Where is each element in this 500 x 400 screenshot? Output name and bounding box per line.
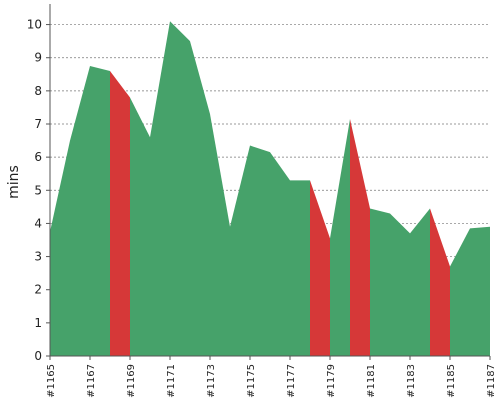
y-tick-label: 9 bbox=[34, 51, 42, 65]
success-build-segment bbox=[290, 180, 310, 356]
area-layer bbox=[50, 21, 490, 357]
x-tick-label: #1185 bbox=[446, 364, 457, 398]
success-build-segment bbox=[450, 228, 470, 356]
success-build-segment bbox=[190, 41, 210, 357]
y-tick-label: 5 bbox=[34, 183, 42, 197]
bar-layer bbox=[110, 70, 450, 357]
x-tick-label: #1171 bbox=[166, 364, 177, 398]
success-build-segment bbox=[50, 140, 70, 356]
success-build-segment bbox=[330, 119, 350, 357]
x-tick-label: #1173 bbox=[206, 364, 217, 398]
x-tick-label: #1181 bbox=[366, 364, 377, 398]
failed-build-segment bbox=[430, 208, 450, 356]
y-tick-label: 7 bbox=[34, 117, 42, 131]
y-axis-label: mins bbox=[6, 165, 22, 199]
y-tick-label: 4 bbox=[34, 216, 42, 230]
x-tick-label: #1183 bbox=[406, 364, 417, 398]
x-tick-label: #1177 bbox=[286, 364, 297, 398]
y-tick-label: 1 bbox=[34, 316, 42, 330]
y-tick-label: 3 bbox=[34, 250, 42, 264]
success-build-segment bbox=[410, 208, 430, 356]
axis-layer bbox=[46, 4, 491, 360]
y-tick-label: 6 bbox=[34, 150, 42, 164]
success-build-segment bbox=[270, 152, 290, 356]
success-build-segment bbox=[70, 66, 90, 356]
success-build-segment bbox=[470, 226, 490, 356]
y-tick-label: 2 bbox=[34, 283, 42, 297]
success-build-segment bbox=[170, 21, 190, 357]
failed-build-segment bbox=[350, 119, 370, 357]
failed-build-segment bbox=[310, 180, 330, 356]
y-tick-label: 0 bbox=[34, 349, 42, 363]
failed-build-segment bbox=[110, 70, 130, 356]
success-build-segment bbox=[150, 21, 170, 357]
success-build-segment bbox=[90, 66, 110, 356]
success-build-segment bbox=[390, 213, 410, 356]
x-tick-label: #1179 bbox=[326, 364, 337, 398]
success-build-segment bbox=[370, 208, 390, 356]
x-tick-label: #1187 bbox=[486, 364, 497, 398]
x-tick-label: #1169 bbox=[126, 364, 137, 398]
x-tick-label: #1165 bbox=[46, 364, 57, 398]
x-tick-label: #1167 bbox=[86, 364, 97, 398]
label-layer: 0 1 2 3 4 5 6 7 8 9 10 #1165 #1167 #1169 #1171 #1173 #11… bbox=[6, 18, 497, 398]
y-tick-label: 10 bbox=[27, 18, 42, 32]
success-build-segment bbox=[230, 145, 250, 356]
x-tick-label: #1175 bbox=[246, 364, 257, 398]
success-build-segment bbox=[250, 145, 270, 356]
y-tick-label: 8 bbox=[34, 84, 42, 98]
success-build-segment bbox=[130, 97, 150, 356]
success-build-segment bbox=[210, 114, 230, 356]
